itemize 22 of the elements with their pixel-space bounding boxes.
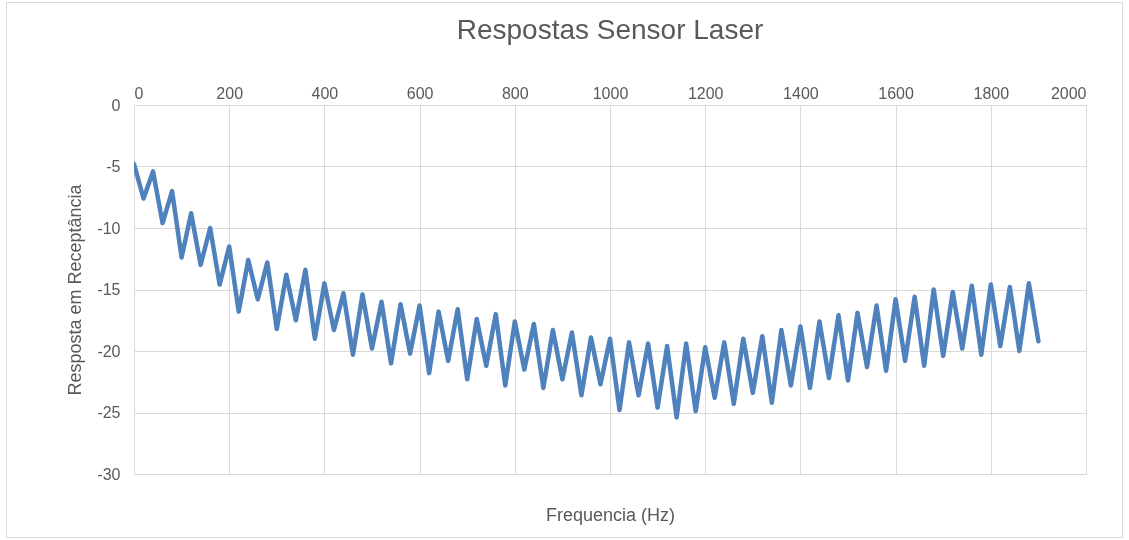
y-tick-label: 0 xyxy=(111,96,121,114)
line-series xyxy=(134,161,1041,420)
y-tick-label: -5 xyxy=(106,158,121,175)
y-tick-label: -30 xyxy=(97,465,121,483)
y-tick-label: -10 xyxy=(97,219,121,237)
x-tick-label: 600 xyxy=(406,84,434,102)
chart-title: Respostas Sensor Laser xyxy=(456,14,764,45)
x-axis-title: Frequencia (Hz) xyxy=(545,504,676,525)
x-tick-label: 800 xyxy=(501,84,529,102)
x-tick-label: 400 xyxy=(311,84,339,102)
x-tick-label: 1200 xyxy=(687,84,724,102)
x-tick-label: 200 xyxy=(216,84,244,102)
y-axis-title: Resposta em Receptância xyxy=(65,183,86,396)
x-tick-label: 2000 xyxy=(1050,84,1087,102)
x-tick-label: 0 xyxy=(134,84,144,102)
x-tick-label: 1600 xyxy=(878,84,914,102)
x-tick-label: 1000 xyxy=(592,84,629,102)
y-tick-label: -15 xyxy=(97,281,121,298)
x-tick-label: 1400 xyxy=(783,84,819,102)
y-tick-label: -25 xyxy=(97,404,121,421)
x-tick-label: 1800 xyxy=(973,84,1010,102)
y-tick-label: -20 xyxy=(97,342,121,360)
